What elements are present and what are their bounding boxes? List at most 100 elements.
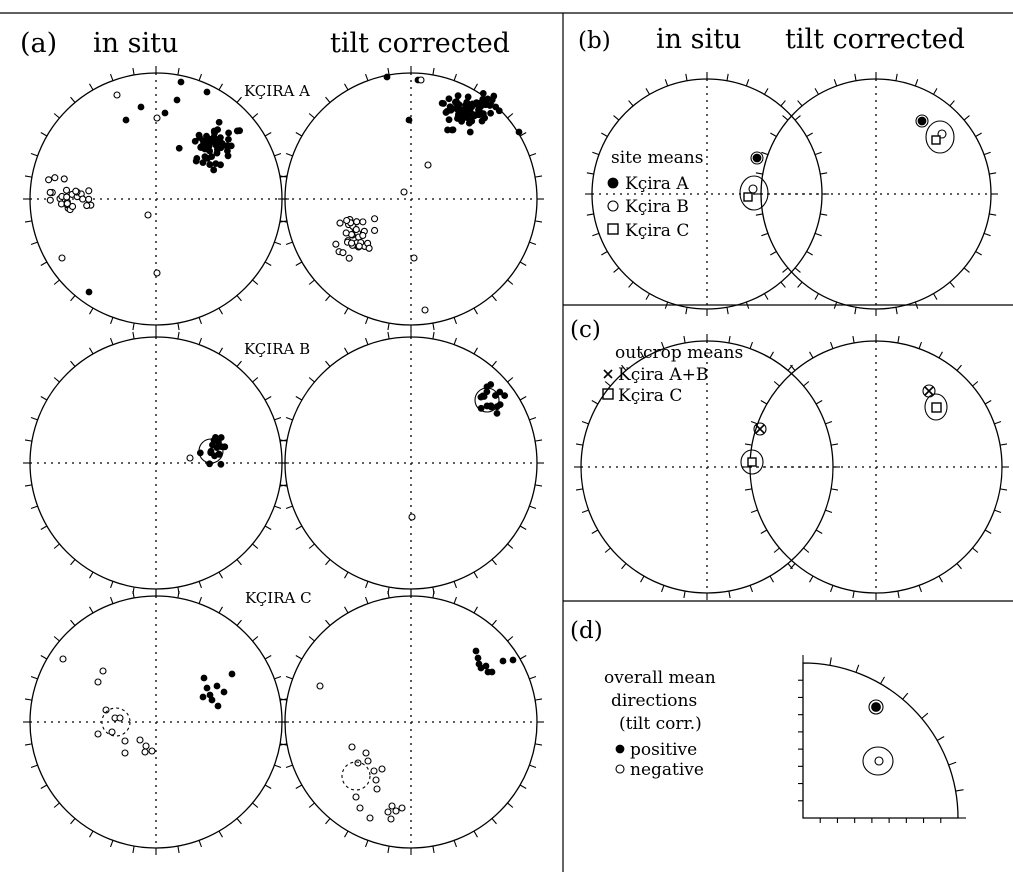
kcira-c-mean-tilt bbox=[931, 135, 941, 145]
net-tick bbox=[897, 590, 900, 599]
net-tick bbox=[109, 337, 114, 345]
net-tick bbox=[364, 73, 369, 81]
net-tick bbox=[285, 241, 293, 246]
kcira-c-outcrop-mean-tilt bbox=[931, 402, 942, 413]
negative-direction-dot bbox=[121, 737, 129, 745]
positive-direction-dot bbox=[445, 95, 453, 103]
net-tick bbox=[854, 73, 857, 81]
negative-direction-dot bbox=[83, 202, 91, 210]
negative-direction-dot bbox=[153, 114, 161, 122]
kcira-ab-mean-tilt bbox=[924, 386, 934, 396]
stereonets bbox=[23, 66, 1009, 855]
net-tick bbox=[529, 241, 537, 246]
net-tick bbox=[664, 79, 669, 87]
negative-direction-dot bbox=[356, 804, 364, 812]
net-tick bbox=[308, 636, 315, 642]
panel-b-legend-title: site means bbox=[611, 148, 703, 168]
positive-direction-dot bbox=[214, 702, 222, 710]
net-tick bbox=[279, 439, 288, 442]
net-tick bbox=[640, 575, 645, 583]
net-outcrop-means-insitu bbox=[574, 334, 840, 600]
positive-direction-dot bbox=[483, 383, 491, 391]
net-tick bbox=[109, 73, 114, 81]
net-tick bbox=[344, 571, 349, 579]
net-tick bbox=[829, 585, 834, 593]
positive-direction-dot bbox=[225, 135, 232, 143]
positive-direction-dot bbox=[177, 78, 185, 86]
net-tick bbox=[994, 420, 1002, 425]
net-tick bbox=[815, 400, 823, 405]
negative-direction-dot bbox=[345, 254, 353, 262]
positive-direction-dot bbox=[161, 109, 169, 117]
positive-direction-dot bbox=[200, 674, 208, 682]
positive-direction-dot bbox=[192, 157, 200, 165]
negative-direction-dot bbox=[186, 454, 194, 462]
net-tick bbox=[529, 764, 537, 769]
net-tick bbox=[132, 322, 135, 331]
net-tick bbox=[274, 675, 282, 680]
net-tick bbox=[491, 818, 497, 825]
positive-direction-dot bbox=[484, 95, 492, 103]
negative-direction-dot bbox=[339, 249, 347, 257]
net-tick bbox=[534, 439, 543, 442]
net-tick bbox=[236, 360, 242, 367]
negative-direction-dot bbox=[348, 743, 356, 751]
net-tick bbox=[109, 317, 114, 325]
net-tick bbox=[852, 335, 855, 344]
confidence-ellipse bbox=[862, 746, 894, 776]
net-tick bbox=[814, 151, 822, 156]
net-tick bbox=[972, 547, 979, 553]
net-tick bbox=[89, 830, 94, 838]
net-tick bbox=[236, 818, 242, 825]
net-tick bbox=[519, 132, 527, 137]
net-tick bbox=[852, 590, 855, 599]
net-tick bbox=[295, 396, 303, 401]
net-tick bbox=[364, 337, 369, 345]
positive-direction-dot bbox=[509, 656, 517, 664]
net-tick bbox=[274, 416, 282, 421]
net-tick bbox=[89, 606, 94, 614]
site-label-kcira-c: KÇIRA C bbox=[245, 589, 312, 607]
negative-direction-dot bbox=[144, 211, 152, 219]
negative-direction-dot bbox=[353, 218, 361, 226]
net-tick bbox=[264, 132, 272, 137]
net-tick bbox=[519, 525, 527, 530]
negative-direction-dot bbox=[121, 749, 129, 757]
net-tick bbox=[473, 571, 478, 579]
net-tick bbox=[726, 73, 729, 81]
net-tick bbox=[274, 152, 282, 157]
net-tick bbox=[132, 67, 135, 76]
net-tick bbox=[24, 484, 33, 487]
net-tick bbox=[491, 295, 497, 302]
negative-direction-dot bbox=[384, 808, 392, 816]
confidence-ellipse bbox=[740, 449, 764, 475]
negative-direction-dot bbox=[408, 513, 416, 521]
net-tick bbox=[854, 307, 857, 315]
net-tick bbox=[264, 655, 272, 660]
positive-direction-dot bbox=[213, 149, 221, 157]
panel-a-tilt-header: tilt corrected bbox=[330, 28, 510, 59]
net-tick bbox=[519, 655, 527, 660]
net-tick bbox=[955, 789, 964, 792]
positive-direction-dot bbox=[173, 96, 181, 104]
net-tick bbox=[790, 563, 796, 570]
net-tick bbox=[645, 293, 650, 300]
net-tick bbox=[109, 581, 114, 589]
net-tick bbox=[933, 88, 938, 95]
net-tick bbox=[797, 100, 803, 107]
net-tick bbox=[198, 596, 203, 604]
net-tick bbox=[344, 347, 349, 355]
net-tick bbox=[279, 698, 288, 701]
negative-direction-dot bbox=[343, 216, 351, 225]
net-tick bbox=[760, 400, 768, 405]
positive-direction-dot bbox=[474, 654, 482, 662]
net-tick bbox=[177, 845, 180, 854]
net-tick bbox=[782, 115, 789, 121]
net-tick bbox=[177, 331, 180, 340]
net-tick bbox=[252, 377, 259, 383]
net-site-means-tilt bbox=[754, 72, 998, 316]
net-tick bbox=[855, 664, 860, 673]
positive-direction-dot bbox=[227, 142, 235, 150]
net-tick bbox=[592, 232, 600, 237]
negative-direction-dot bbox=[364, 757, 372, 765]
